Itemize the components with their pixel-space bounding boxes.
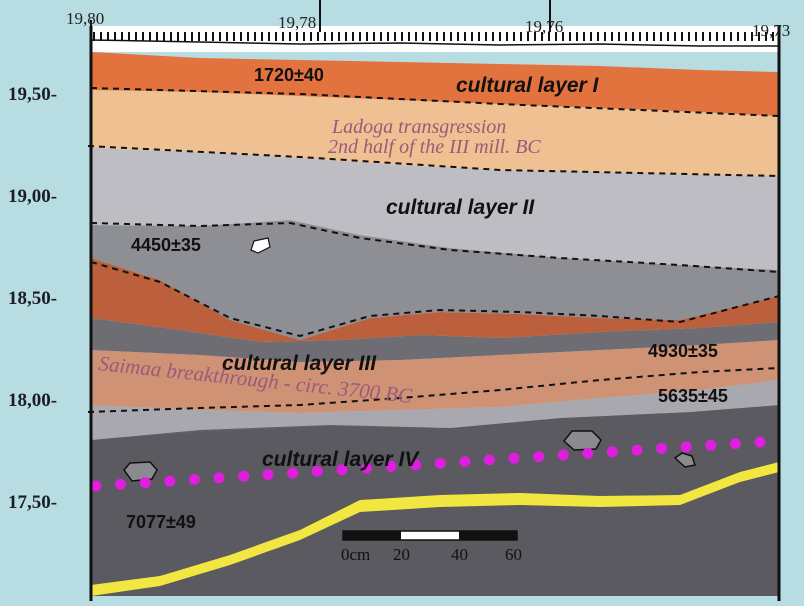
left-label-18-00: 18,00- (8, 390, 57, 411)
dashed-line-1 (90, 87, 780, 117)
dashed-boundaries (87, 87, 780, 413)
magenta-dot (188, 474, 200, 485)
dashed-line-4 (90, 261, 780, 338)
date-7077: 7077±49 (126, 512, 196, 532)
magenta-dot (361, 462, 372, 474)
topsoil-hatching (93, 32, 774, 41)
scale-bar: 0cm 20 40 60 (341, 530, 522, 564)
stone-2 (562, 430, 602, 451)
rust-layer (91, 258, 779, 342)
left-label-18-50: 18,50- (8, 288, 57, 309)
left-label-19-50: 19,50- (8, 84, 57, 105)
scale-label-0: 0cm (341, 545, 370, 564)
layer-i-band (91, 52, 779, 116)
gray-sub-saimaa (91, 380, 779, 440)
magenta-dot (533, 451, 545, 463)
top-label-19-76: 19,76 (525, 17, 563, 36)
magenta-dot (434, 457, 446, 469)
magenta-dot (336, 464, 348, 476)
dashed-line-5 (87, 367, 780, 413)
magenta-dot (385, 460, 397, 472)
top-label-19-73: 19,73 (752, 21, 790, 40)
magenta-dot-line (90, 436, 766, 492)
stone-3 (673, 452, 696, 468)
magenta-dot (484, 454, 495, 466)
label-ladoga-line2: 2nd half of the III mill. BC (328, 136, 541, 158)
magenta-dot (754, 436, 766, 448)
magenta-dot (115, 478, 127, 490)
magenta-dot (656, 443, 668, 454)
magenta-dot (90, 480, 102, 492)
light-gray-layer-ii (91, 148, 779, 270)
magenta-dot (582, 447, 594, 459)
magenta-dot (631, 444, 643, 456)
ladoga-layer (91, 90, 779, 176)
stone-1 (123, 461, 158, 482)
label-cultural-layer-iii: cultural layer III (222, 352, 377, 375)
dashed-line-2 (87, 145, 780, 177)
layer-iv-band (91, 392, 779, 440)
magenta-dot (164, 475, 176, 487)
left-label-19-00: 19,00- (8, 186, 57, 207)
date-1720: 1720±40 (254, 65, 324, 85)
base-strip (91, 596, 779, 601)
scale-seg-1 (343, 531, 401, 540)
label-cultural-layer-iv: cultural layer IV (262, 448, 420, 471)
top-label-19-78: 19,78 (278, 13, 316, 32)
scale-label-20: 20 (393, 545, 410, 564)
yellow-base-layer (91, 462, 779, 596)
magenta-dot (262, 469, 274, 481)
magenta-dot (729, 438, 741, 450)
saimaa-band (91, 340, 779, 413)
magenta-dot (213, 472, 225, 484)
shell-icon (250, 237, 271, 254)
magenta-dot (705, 439, 717, 451)
label-ladoga-line1: Ladoga transgression (331, 116, 506, 138)
magenta-dot (139, 477, 151, 489)
date-4450: 4450±35 (131, 235, 201, 255)
magenta-dot (238, 470, 250, 482)
magenta-dot (311, 465, 323, 477)
magenta-dot (508, 452, 520, 464)
date-5635: 5635±45 (658, 386, 728, 406)
top-label-19-80: 19,80 (66, 9, 104, 28)
magenta-dot (606, 446, 618, 458)
label-cultural-layer-i: cultural layer I (456, 74, 600, 97)
scale-label-60: 60 (505, 545, 522, 564)
scale-seg-3 (459, 531, 517, 540)
magenta-dot (410, 459, 422, 471)
layer-iii-band (91, 318, 779, 362)
label-cultural-layer-ii: cultural layer II (386, 196, 535, 219)
scale-label-40: 40 (451, 545, 468, 564)
magenta-dot (287, 467, 299, 479)
topsoil-boundary (90, 39, 779, 47)
dashed-line-3 (90, 221, 780, 273)
magenta-dot (557, 449, 569, 461)
left-label-17-50: 17,50- (8, 492, 57, 513)
magenta-dot (680, 441, 692, 453)
magenta-dot (459, 456, 471, 468)
date-4930: 4930±35 (648, 341, 718, 361)
